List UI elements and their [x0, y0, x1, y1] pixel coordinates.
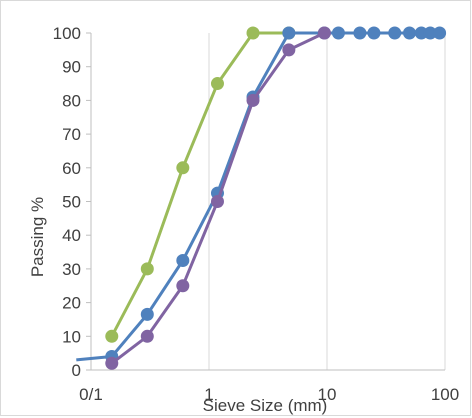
data-point	[402, 26, 416, 40]
data-point	[388, 26, 402, 40]
x-tick-label: 10	[318, 385, 337, 404]
data-point	[105, 356, 119, 370]
data-point	[140, 307, 154, 321]
y-tick-label: 60	[62, 159, 81, 178]
data-point	[210, 195, 224, 208]
x-axis-label: Sieve Size (mm)	[203, 396, 328, 415]
y-tick-label: 90	[62, 58, 81, 77]
data-point	[210, 77, 224, 91]
y-tick-label: 80	[62, 91, 81, 110]
data-point	[433, 26, 447, 40]
x-tick-label: 1	[204, 385, 213, 404]
data-point	[331, 26, 345, 40]
series-line	[76, 31, 440, 362]
data-point	[105, 329, 119, 343]
data-point	[282, 26, 296, 40]
data-point	[140, 262, 154, 276]
data-point	[423, 26, 437, 40]
data-point	[176, 253, 190, 267]
axes	[86, 32, 445, 371]
data-point	[317, 26, 331, 40]
y-tick-label: 30	[62, 260, 81, 279]
y-tick-label: 50	[62, 193, 81, 212]
data-point	[176, 161, 190, 175]
data-point	[246, 93, 260, 107]
data-point	[176, 279, 190, 293]
x-tick-label: 100	[431, 385, 459, 404]
tick-labels: 0 10 20 30 40 50 60 70 80 90 100 0/1 1 10 100	[53, 24, 460, 404]
data-point	[282, 43, 296, 57]
data-point	[140, 329, 154, 343]
data-point	[353, 26, 367, 40]
data-point	[367, 26, 381, 40]
x-tick-label: 0/1	[79, 385, 103, 404]
y-tick-label: 0	[72, 361, 81, 380]
y-tick-label: 70	[62, 125, 81, 144]
y-axis-label: Passing %	[28, 197, 47, 277]
data-point	[414, 26, 428, 40]
y-tick-label: 100	[53, 24, 81, 43]
y-tick-label: 40	[62, 226, 81, 245]
y-tick-label: 10	[62, 327, 81, 346]
series-layer	[76, 26, 447, 370]
y-tick-label: 20	[62, 294, 81, 313]
data-point	[246, 26, 260, 40]
